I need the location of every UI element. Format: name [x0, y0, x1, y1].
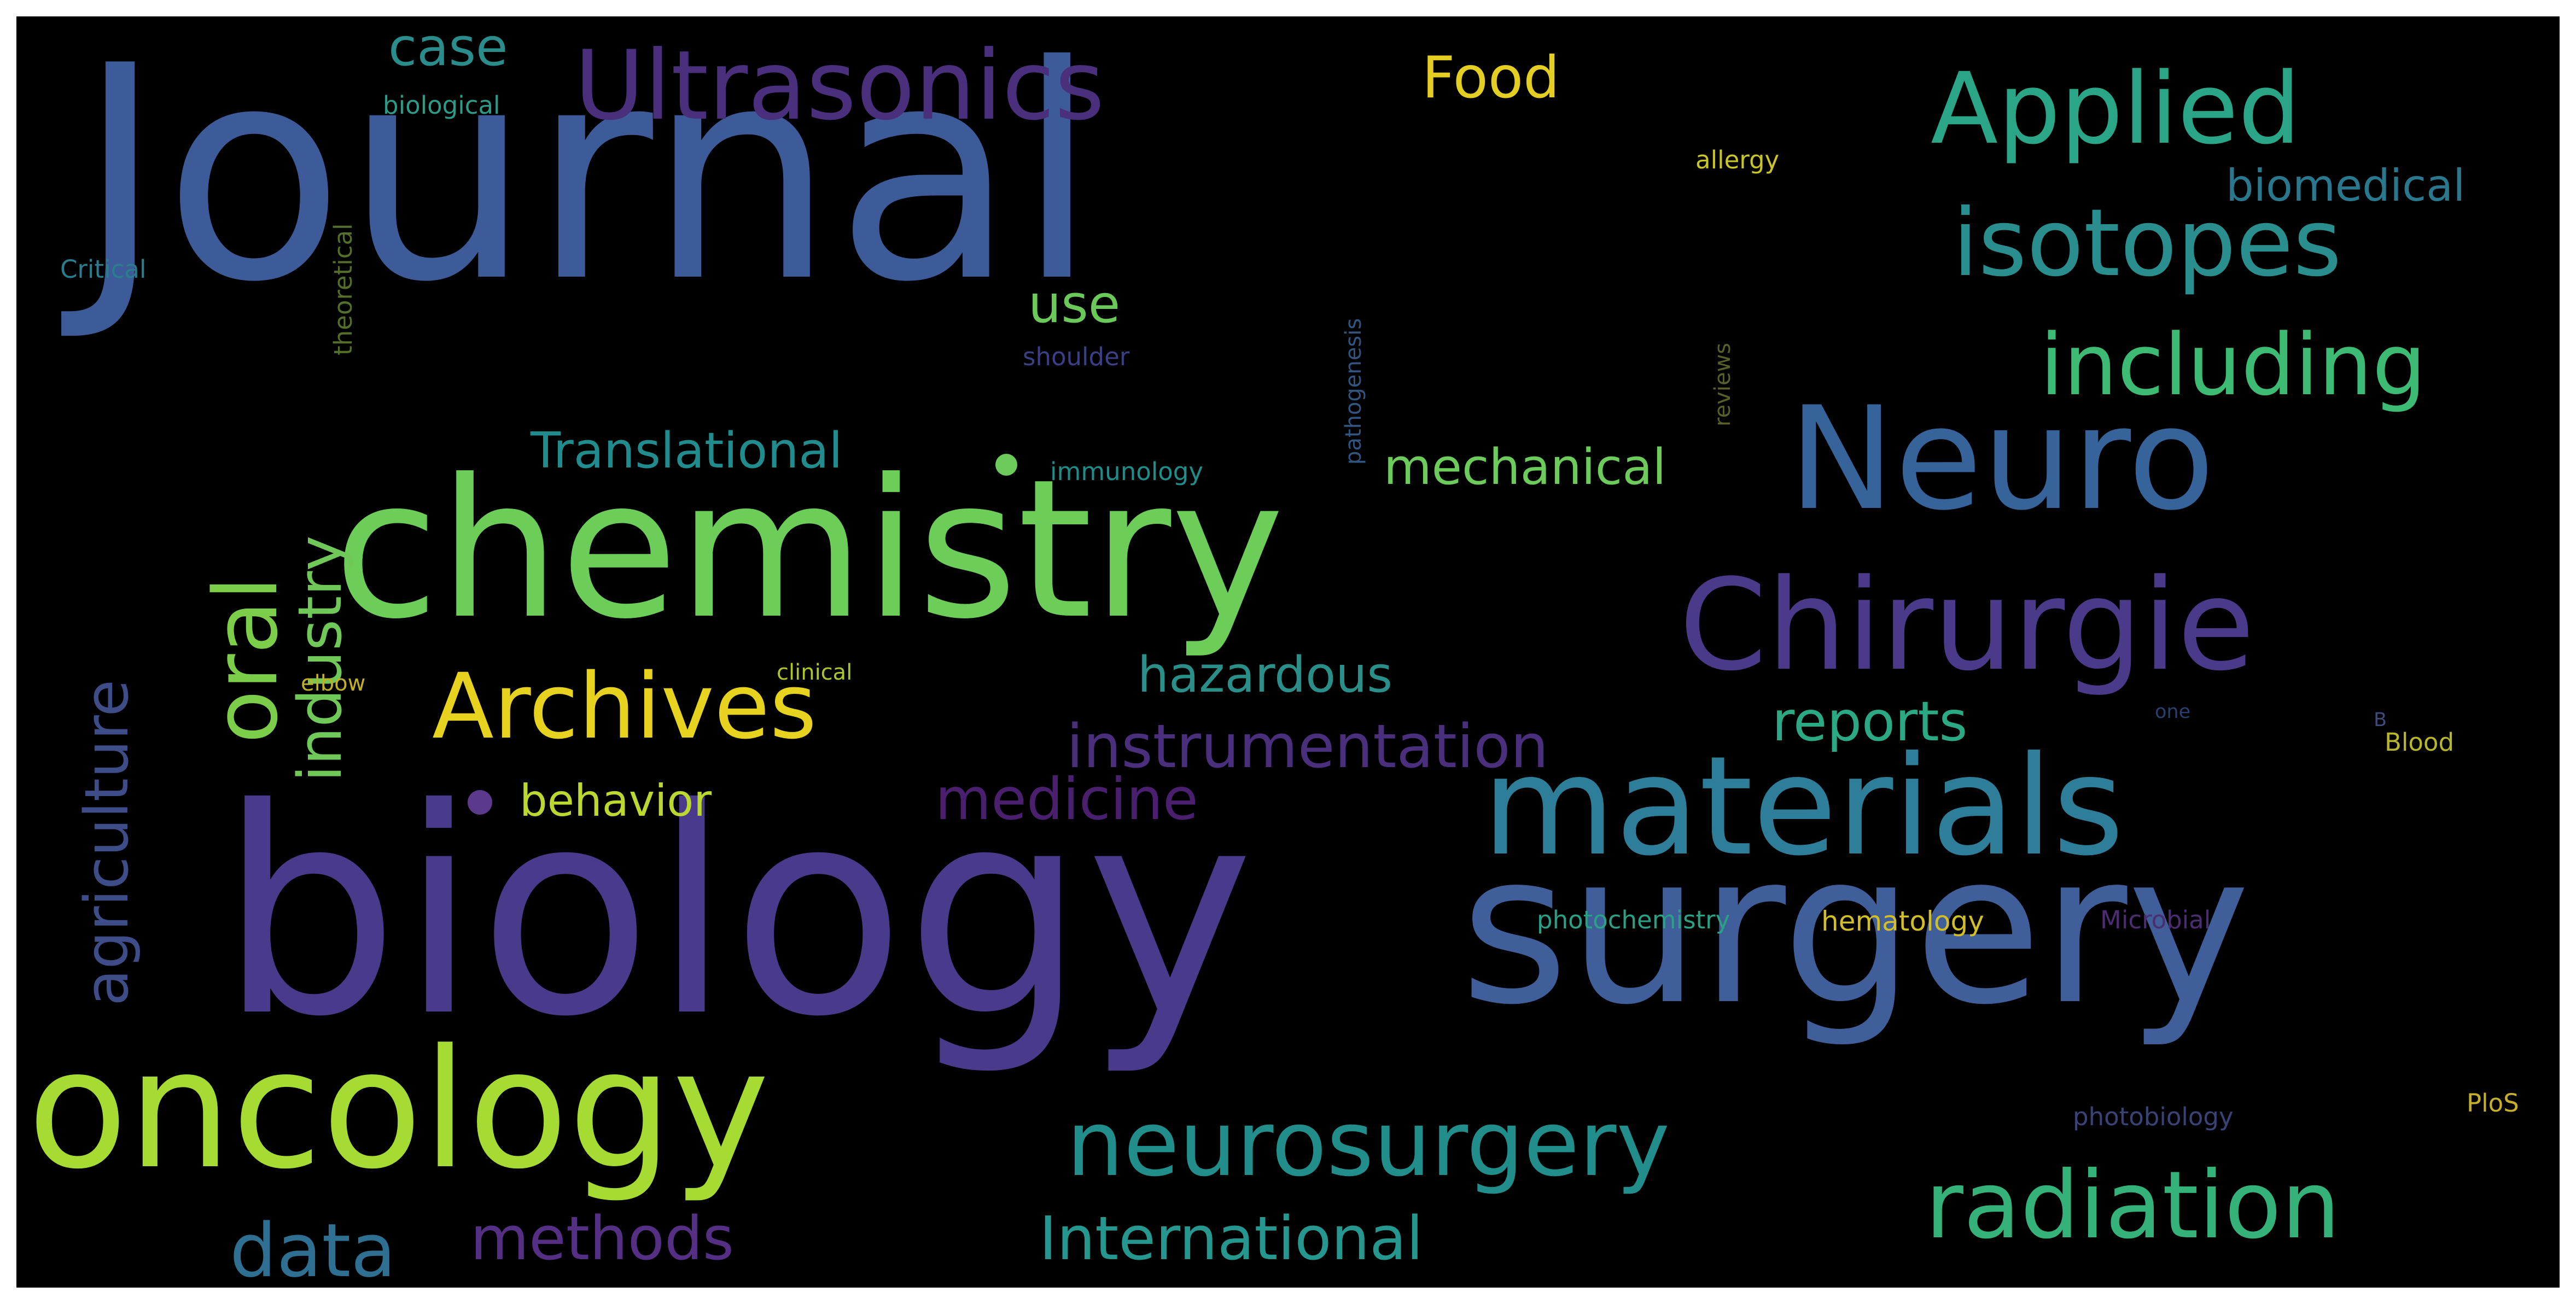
word-international: International [1039, 1203, 1424, 1273]
dot-mark [468, 790, 492, 815]
word-biological: biological [383, 91, 500, 120]
word-applied: Applied [1931, 52, 2301, 166]
word-oncology: oncology [27, 1014, 770, 1205]
word-radiation: radiation [1925, 1151, 2341, 1260]
word-translational: Translational [531, 422, 843, 480]
word-surgery: surgery [1460, 808, 2251, 1050]
word-elbow: elbow [301, 671, 366, 696]
word-hematology: hematology [1821, 905, 1984, 937]
word-chirurgie: Chirurgie [1679, 553, 2255, 699]
word-b: B [2374, 709, 2387, 731]
word-ultrasonics: Ultrasonics [574, 31, 1105, 142]
word-methods: methods [470, 1203, 735, 1273]
word-critical: Critical [60, 255, 147, 284]
word-mechanical: mechanical [1384, 438, 1666, 496]
word-one: one [2155, 701, 2191, 723]
word-chemistry: chemistry [334, 438, 1285, 661]
word-theoretical: theoretical [329, 223, 358, 355]
word-agriculture: agriculture [72, 679, 142, 1006]
word-food: Food [1422, 44, 1560, 111]
word-including: including [2040, 315, 2426, 414]
word-photochemistry: photochemistry [1537, 905, 1730, 934]
word-data: data [230, 1208, 397, 1288]
word-clinical: clinical [777, 660, 853, 685]
word-instrumentation: instrumentation [1066, 711, 1549, 781]
word-reports: reports [1772, 689, 1968, 753]
word-immunology: immunology [1050, 457, 1203, 486]
word-oral: oral [195, 576, 297, 744]
word-reviews: reviews [1710, 342, 1735, 426]
word-materials: materials [1482, 727, 2124, 886]
word-industry: industry [285, 535, 355, 782]
word-neuro: Neuro [1788, 377, 2215, 542]
word-shoulder: shoulder [1023, 342, 1130, 371]
word-pathogenesis: pathogenesis [1341, 318, 1366, 465]
word-journal: Journal [77, 16, 1098, 347]
word-plos: PloS [2467, 1089, 2519, 1118]
word-blood: Blood [2385, 728, 2455, 757]
dot-mark [995, 454, 1017, 476]
word-case: case [388, 17, 508, 78]
word-allergy: allergy [1695, 145, 1780, 174]
word-use: use [1028, 274, 1121, 335]
word-medicine: medicine [935, 766, 1198, 833]
word-isotopes: isotopes [1953, 189, 2342, 297]
word-photobiology: photobiology [2073, 1102, 2234, 1131]
word-behavior: behavior [520, 775, 712, 826]
word-hazardous: hazardous [1138, 646, 1393, 704]
word-biology: biology [219, 747, 1255, 1079]
word-archives: Archives [432, 654, 817, 759]
word-cloud-canvas: Journal biology chemistry surgery oncolo… [16, 16, 2560, 1288]
word-biomedical: biomedical [2226, 160, 2466, 211]
word-microbial: Microbial [2100, 905, 2211, 934]
word-neurosurgery: neurosurgery [1066, 1091, 1670, 1196]
